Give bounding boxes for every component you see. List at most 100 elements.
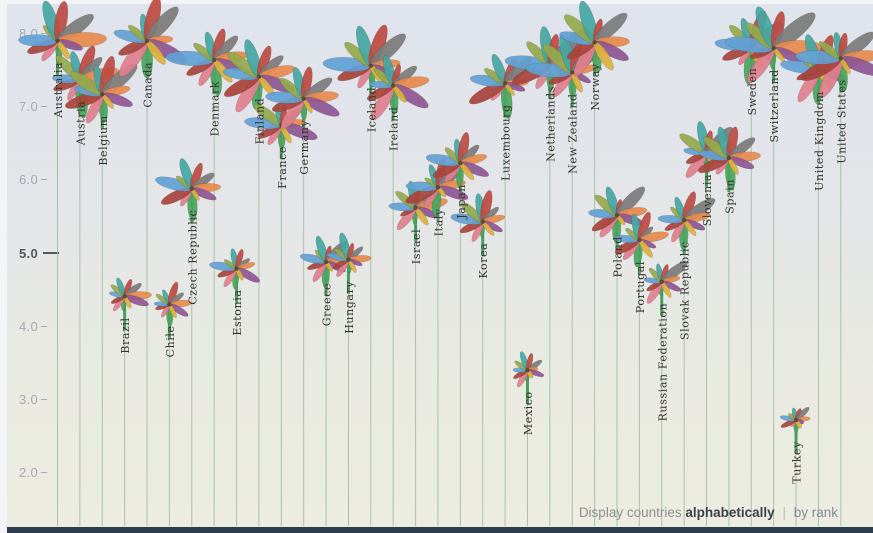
country-flower[interactable] <box>108 277 152 313</box>
country-flower[interactable] <box>326 232 372 279</box>
y-tick-label: 2.0 <box>14 465 47 480</box>
flower-center <box>256 74 262 79</box>
country-label[interactable]: Poland <box>612 236 625 277</box>
country-flower[interactable] <box>113 0 190 80</box>
sort-by-rank-button[interactable]: by rank <box>793 505 838 520</box>
country-flower[interactable] <box>696 126 761 191</box>
flower-center <box>144 38 150 44</box>
country-label[interactable]: Slovenia <box>701 174 714 226</box>
flower-center <box>793 417 799 423</box>
country-label[interactable]: Canada <box>142 62 155 108</box>
country-label[interactable]: Belgium <box>97 115 110 165</box>
country-label[interactable]: Switzerland <box>768 69 781 142</box>
flower-center <box>211 57 217 63</box>
country-label[interactable]: Russian Federation <box>656 303 669 422</box>
country-flower[interactable] <box>425 131 490 188</box>
country-label[interactable]: Slovak Republic <box>679 241 692 340</box>
flower-center <box>189 186 194 191</box>
flower-center <box>637 237 642 243</box>
country-label[interactable]: Australia <box>52 62 65 119</box>
petals-layer <box>18 0 873 434</box>
country-label[interactable]: Iceland <box>365 87 378 132</box>
country-flower[interactable] <box>265 66 341 132</box>
bottom-bar <box>7 527 873 533</box>
flower-center <box>368 63 374 68</box>
flower-center <box>681 217 687 223</box>
flower-center <box>435 185 441 190</box>
country-label[interactable]: Germany <box>298 120 311 175</box>
country-label[interactable]: Japan <box>455 184 468 220</box>
y-tick-label: 5.0 <box>14 246 59 261</box>
country-flower[interactable] <box>613 211 669 268</box>
country-label[interactable]: United States <box>835 79 848 163</box>
country-flower[interactable] <box>244 101 319 150</box>
country-label[interactable]: Israel <box>410 229 423 264</box>
country-label[interactable]: Austria <box>74 101 87 147</box>
country-label[interactable]: United Kingdom <box>813 91 826 191</box>
country-label[interactable]: New Zealand <box>567 93 580 174</box>
sort-alphabetically-button[interactable]: alphabetically <box>685 505 775 520</box>
country-flower[interactable] <box>365 54 431 123</box>
flower-center <box>480 219 485 224</box>
country-label[interactable]: Estonia <box>231 290 244 336</box>
country-flower[interactable] <box>209 248 262 290</box>
flower-center <box>122 294 127 299</box>
country-label[interactable]: Ireland <box>388 107 401 152</box>
country-labels-layer: Australia Austria Belgium Brazil Canada Chile… <box>52 62 848 484</box>
flower-center <box>391 83 396 88</box>
flower-center <box>838 56 843 61</box>
country-label[interactable]: Turkey <box>791 441 804 484</box>
country-label[interactable]: Netherlands <box>544 86 557 162</box>
country-label[interactable]: Korea <box>477 243 490 279</box>
country-label[interactable]: Finland <box>253 98 266 145</box>
flower-center <box>502 81 508 86</box>
country-flower[interactable] <box>558 0 631 79</box>
y-tick-label: 6.0 <box>14 172 47 187</box>
country-flower[interactable] <box>153 281 192 327</box>
country-label[interactable]: Hungary <box>343 281 356 334</box>
country-flower[interactable] <box>18 0 107 63</box>
country-label[interactable]: Chile <box>164 325 177 357</box>
flower-center <box>458 160 463 166</box>
country-label[interactable]: Brazil <box>119 317 132 353</box>
y-tick-label: 7.0 <box>14 99 47 114</box>
country-label[interactable]: Portugal <box>634 261 647 313</box>
flower-center <box>614 212 620 218</box>
flower-center <box>323 259 329 265</box>
country-label[interactable]: Luxembourg <box>500 104 513 181</box>
flower-center <box>413 205 418 210</box>
flower-center <box>100 92 105 97</box>
country-label[interactable]: Sweden <box>746 68 759 116</box>
country-label[interactable]: Italy <box>432 208 445 236</box>
y-tick-label: 3.0 <box>14 392 47 407</box>
country-flower[interactable] <box>643 258 690 305</box>
footer-separator: | <box>782 505 786 520</box>
country-flower[interactable] <box>512 351 545 389</box>
country-flower[interactable] <box>154 157 221 222</box>
flower-center <box>346 257 351 262</box>
flower-center <box>570 70 575 75</box>
country-label[interactable]: Czech Republic <box>186 210 199 305</box>
country-label[interactable]: Denmark <box>209 81 222 137</box>
country-flower[interactable] <box>450 189 506 243</box>
country-label[interactable]: Norway <box>589 63 602 110</box>
flower-center <box>726 155 732 161</box>
country-label[interactable]: Greece <box>321 283 334 326</box>
country-flower[interactable] <box>779 405 811 434</box>
country-flower[interactable] <box>657 190 718 250</box>
country-label[interactable]: Spain <box>723 179 736 214</box>
country-flower[interactable] <box>588 183 648 244</box>
flower-center <box>525 368 530 373</box>
flower-center <box>659 279 664 284</box>
flower-center <box>592 40 597 45</box>
flower-center <box>301 96 306 101</box>
display-mode-toggle: Display countries alphabetically | by ra… <box>579 505 838 520</box>
flower-center <box>167 302 172 307</box>
y-tick-label: 4.0 <box>14 319 47 334</box>
country-flower[interactable] <box>795 28 873 101</box>
country-label[interactable]: France <box>276 146 289 189</box>
country-label[interactable]: Mexico <box>522 391 535 435</box>
flower-center <box>771 45 776 51</box>
